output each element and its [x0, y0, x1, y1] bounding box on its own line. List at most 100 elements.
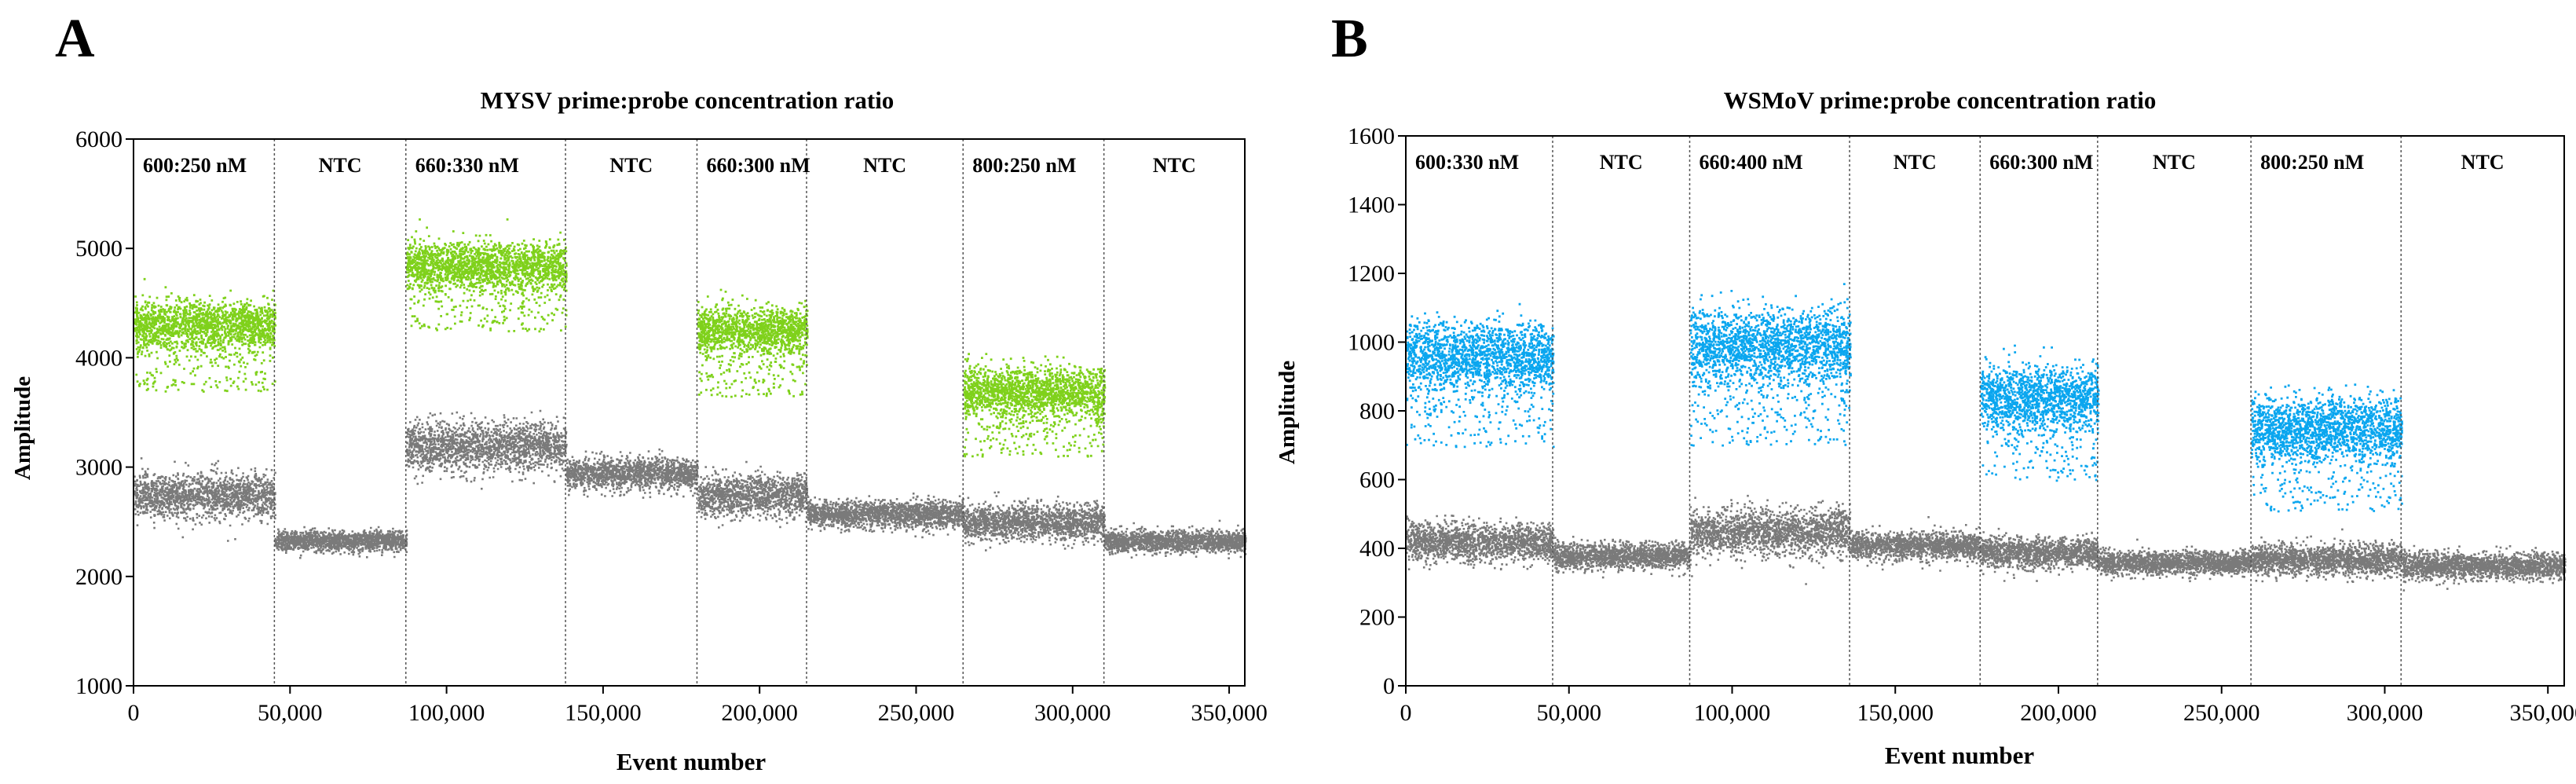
- well-label-b-2: 660:400 nM: [1699, 151, 1802, 174]
- negative-droplets-a-7: [1103, 519, 1247, 559]
- negative-droplets-a-0: [134, 457, 276, 542]
- well-b-0: [1406, 302, 1555, 571]
- well-label-a-6: 800:250 nM: [972, 154, 1076, 177]
- well-label-b-6: 800:250 nM: [2260, 151, 2364, 174]
- well-b-7: [2401, 544, 2567, 592]
- positive-droplets-a-4: [697, 288, 809, 398]
- well-b-5: [2097, 538, 2253, 583]
- well-b-6: [2251, 383, 2403, 584]
- well-label-a-4: 660:300 nM: [706, 154, 810, 177]
- positive-droplets-a-0: [134, 277, 277, 393]
- well-a-3: [565, 448, 699, 499]
- y-tick-label-a-2: 3000: [75, 455, 123, 481]
- negative-droplets-a-1: [274, 526, 408, 559]
- x-tick-label-b-3: 150,000: [1857, 700, 1934, 726]
- well-a-1: [274, 526, 408, 559]
- well-label-b-0: 600:330 nM: [1415, 151, 1519, 174]
- y-tick-label-a-0: 1000: [75, 673, 123, 699]
- points-a: [134, 218, 1247, 559]
- well-b-3: [1850, 516, 1982, 572]
- y-axis-label-a: Amplitude: [10, 376, 35, 480]
- chart-title-a: MYSV prime:probe concentration ratio: [481, 86, 895, 114]
- x-tick-label-b-4: 200,000: [2020, 700, 2097, 726]
- well-label-b-5: NTC: [2153, 151, 2196, 174]
- positive-droplets-b-0: [1406, 302, 1555, 449]
- well-label-a-3: NTC: [609, 154, 653, 177]
- x-tick-label-a-6: 300,000: [1034, 700, 1111, 726]
- well-label-b-7: NTC: [2461, 151, 2505, 174]
- x-tick-label-b-0: 0: [1400, 700, 1412, 726]
- well-label-b-3: NTC: [1894, 151, 1937, 174]
- y-tick-label-b-7: 1400: [1348, 192, 1395, 218]
- negative-droplets-b-7: [2401, 544, 2567, 592]
- y-axis-label-b: Amplitude: [1275, 361, 1300, 464]
- x-tick-label-b-2: 100,000: [1694, 700, 1771, 726]
- well-label-a-5: NTC: [863, 154, 906, 177]
- negative-droplets-a-6: [963, 491, 1107, 551]
- well-b-4: [1980, 344, 2100, 582]
- well-a-7: [1103, 519, 1247, 559]
- positive-droplets-b-4: [1980, 344, 2100, 482]
- x-tick-label-a-1: 50,000: [258, 700, 323, 726]
- y-tick-label-b-3: 600: [1359, 467, 1395, 493]
- x-axis-label-a: Event number: [617, 748, 767, 775]
- well-label-a-1: NTC: [319, 154, 362, 177]
- y-tick-label-a-1: 2000: [75, 564, 123, 590]
- x-tick-label-a-0: 0: [128, 700, 140, 726]
- well-a-4: [697, 288, 809, 529]
- positive-droplets-b-6: [2251, 383, 2403, 513]
- well-dividers-a: [273, 139, 1105, 686]
- y-tick-label-b-0: 0: [1383, 673, 1395, 699]
- plot-frame-a: [133, 138, 1246, 687]
- chart-title-b: WSMoV prime:probe concentration ratio: [1724, 86, 2157, 114]
- well-a-5: [807, 493, 965, 539]
- negative-droplets-b-4: [1980, 527, 2100, 582]
- positive-droplets-b-2: [1689, 283, 1852, 447]
- points-b: [1406, 283, 2567, 592]
- negative-droplets-b-1: [1553, 536, 1692, 579]
- y-tick-label-b-5: 1000: [1348, 330, 1395, 356]
- y-tick-label-a-5: 6000: [75, 126, 123, 152]
- negative-droplets-b-5: [2097, 538, 2253, 583]
- y-tick-label-b-8: 1600: [1348, 123, 1395, 149]
- x-tick-label-b-5: 250,000: [2183, 700, 2260, 726]
- well-a-2: [405, 218, 568, 490]
- well-a-0: [134, 277, 277, 542]
- x-axis-label-b: Event number: [1885, 742, 2035, 769]
- x-tick-label-b-6: 300,000: [2347, 700, 2424, 726]
- plot-area-b: 600:330 nM NTC 660:400 nM NTC 660:300 nM NTC 8…: [1348, 123, 2576, 726]
- x-tick-label-a-2: 100,000: [408, 700, 485, 726]
- well-label-b-1: NTC: [1600, 151, 1643, 174]
- positive-droplets-a-2: [405, 218, 568, 333]
- panel-a: A MYSV prime:probe concentration ratio A…: [10, 9, 1268, 775]
- negative-droplets-b-3: [1850, 516, 1982, 572]
- x-tick-label-b-7: 350,000: [2509, 700, 2576, 726]
- well-b-1: [1553, 536, 1692, 579]
- panel-b: B WSMoV prime:probe concentration ratio …: [1275, 9, 2576, 769]
- y-tick-label-a-3: 4000: [75, 345, 123, 371]
- well-label-a-7: NTC: [1153, 154, 1196, 177]
- x-tick-label-a-7: 350,000: [1191, 700, 1268, 726]
- well-a-6: [963, 353, 1107, 551]
- y-tick-label-b-6: 1200: [1348, 261, 1395, 287]
- well-label-a-2: 660:330 nM: [415, 154, 519, 177]
- negative-droplets-b-0: [1406, 515, 1555, 571]
- y-tick-label-b-2: 400: [1359, 536, 1395, 562]
- negative-droplets-a-5: [807, 493, 965, 539]
- well-b-2: [1689, 283, 1852, 585]
- x-tick-label-a-3: 150,000: [565, 700, 642, 726]
- negative-droplets-b-2: [1689, 494, 1852, 585]
- y-tick-label-a-4: 5000: [75, 236, 123, 262]
- negative-droplets-b-6: [2251, 528, 2403, 584]
- x-tick-label-a-5: 250,000: [878, 700, 955, 726]
- negative-droplets-a-4: [697, 460, 809, 529]
- negative-droplets-a-3: [565, 448, 699, 499]
- well-dividers-b: [1552, 136, 2402, 686]
- panel-letter-a: A: [55, 9, 95, 69]
- y-tick-label-b-1: 200: [1359, 605, 1395, 631]
- x-tick-label-a-4: 200,000: [721, 700, 798, 726]
- x-tick-label-b-1: 50,000: [1536, 700, 1601, 726]
- panel-letter-b: B: [1331, 9, 1368, 69]
- negative-droplets-a-2: [405, 409, 568, 490]
